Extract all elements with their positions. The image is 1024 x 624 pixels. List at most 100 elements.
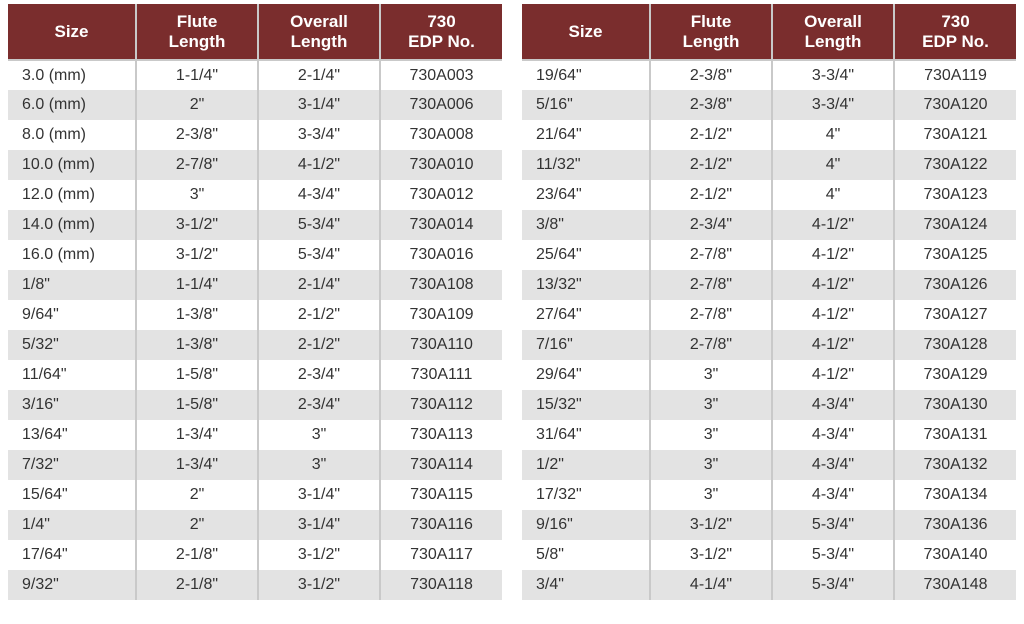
table-row: 17/32"3"4-3/4"730A134 xyxy=(522,480,1016,510)
flute-cell: 3-1/2" xyxy=(136,240,258,270)
table-row: 11/32"2-1/2"4"730A122 xyxy=(522,150,1016,180)
table-row: 1/8"1-1/4"2-1/4"730A108 xyxy=(8,270,502,300)
size-cell: 13/32" xyxy=(522,270,650,300)
edp-cell: 730A116 xyxy=(380,510,502,540)
size-cell: 5/8" xyxy=(522,540,650,570)
size-cell: 25/64" xyxy=(522,240,650,270)
table-row: 5/32"1-3/8"2-1/2"730A110 xyxy=(8,330,502,360)
flute-cell: 2-1/8" xyxy=(136,540,258,570)
edp-cell: 730A110 xyxy=(380,330,502,360)
edp-cell: 730A117 xyxy=(380,540,502,570)
overall-cell: 4-1/2" xyxy=(772,240,894,270)
table-row: 1/2"3"4-3/4"730A132 xyxy=(522,450,1016,480)
flute-cell: 2" xyxy=(136,480,258,510)
table-row: 9/32"2-1/8"3-1/2"730A118 xyxy=(8,570,502,600)
header-row: Size Flute Length Overall Length 730 EDP… xyxy=(8,4,502,60)
flute-cell: 2-3/8" xyxy=(650,90,772,120)
flute-cell: 2-7/8" xyxy=(650,270,772,300)
flute-cell: 2-7/8" xyxy=(650,330,772,360)
edp-cell: 730A126 xyxy=(894,270,1016,300)
edp-cell: 730A114 xyxy=(380,450,502,480)
overall-cell: 3-3/4" xyxy=(772,90,894,120)
edp-cell: 730A124 xyxy=(894,210,1016,240)
overall-cell: 4-3/4" xyxy=(772,390,894,420)
size-cell: 6.0 (mm) xyxy=(8,90,136,120)
size-cell: 3.0 (mm) xyxy=(8,60,136,90)
table-row: 29/64"3"4-1/2"730A129 xyxy=(522,360,1016,390)
overall-cell: 4-1/2" xyxy=(772,330,894,360)
flute-cell: 2-1/2" xyxy=(650,180,772,210)
size-cell: 14.0 (mm) xyxy=(8,210,136,240)
table-row: 19/64"2-3/8"3-3/4"730A119 xyxy=(522,60,1016,90)
table-row: 14.0 (mm)3-1/2"5-3/4"730A014 xyxy=(8,210,502,240)
size-cell: 21/64" xyxy=(522,120,650,150)
col-overall-header: Overall Length xyxy=(772,4,894,60)
edp-cell: 730A118 xyxy=(380,570,502,600)
col-edp-header: 730 EDP No. xyxy=(894,4,1016,60)
overall-cell: 4-3/4" xyxy=(772,450,894,480)
overall-cell: 3-1/4" xyxy=(258,510,380,540)
flute-cell: 2-3/8" xyxy=(136,120,258,150)
flute-cell: 3" xyxy=(650,450,772,480)
flute-cell: 3" xyxy=(650,480,772,510)
table-row: 3/4"4-1/4"5-3/4"730A148 xyxy=(522,570,1016,600)
flute-cell: 1-1/4" xyxy=(136,270,258,300)
edp-cell: 730A109 xyxy=(380,300,502,330)
overall-cell: 3-3/4" xyxy=(772,60,894,90)
size-cell: 7/16" xyxy=(522,330,650,360)
size-cell: 17/64" xyxy=(8,540,136,570)
flute-cell: 2" xyxy=(136,90,258,120)
overall-cell: 2-1/2" xyxy=(258,330,380,360)
size-cell: 3/4" xyxy=(522,570,650,600)
col-overall-header: Overall Length xyxy=(258,4,380,60)
size-cell: 23/64" xyxy=(522,180,650,210)
edp-cell: 730A130 xyxy=(894,390,1016,420)
size-cell: 31/64" xyxy=(522,420,650,450)
edp-cell: 730A111 xyxy=(380,360,502,390)
table-row: 31/64"3"4-3/4"730A131 xyxy=(522,420,1016,450)
flute-cell: 3" xyxy=(650,390,772,420)
size-cell: 3/16" xyxy=(8,390,136,420)
table-row: 21/64"2-1/2"4"730A121 xyxy=(522,120,1016,150)
edp-cell: 730A119 xyxy=(894,60,1016,90)
edp-cell: 730A108 xyxy=(380,270,502,300)
size-cell: 16.0 (mm) xyxy=(8,240,136,270)
overall-cell: 2-1/2" xyxy=(258,300,380,330)
edp-cell: 730A136 xyxy=(894,510,1016,540)
overall-cell: 3-1/4" xyxy=(258,90,380,120)
overall-cell: 5-3/4" xyxy=(772,510,894,540)
table-row: 23/64"2-1/2"4"730A123 xyxy=(522,180,1016,210)
overall-cell: 3-1/4" xyxy=(258,480,380,510)
table-row: 1/4"2"3-1/4"730A116 xyxy=(8,510,502,540)
size-cell: 11/64" xyxy=(8,360,136,390)
edp-cell: 730A003 xyxy=(380,60,502,90)
flute-cell: 4-1/4" xyxy=(650,570,772,600)
overall-cell: 4-3/4" xyxy=(258,180,380,210)
edp-cell: 730A014 xyxy=(380,210,502,240)
size-cell: 7/32" xyxy=(8,450,136,480)
flute-cell: 1-5/8" xyxy=(136,390,258,420)
table-row: 5/16"2-3/8"3-3/4"730A120 xyxy=(522,90,1016,120)
overall-cell: 4-3/4" xyxy=(772,420,894,450)
edp-cell: 730A010 xyxy=(380,150,502,180)
table-row: 3/16"1-5/8"2-3/4"730A112 xyxy=(8,390,502,420)
header-row: Size Flute Length Overall Length 730 EDP… xyxy=(522,4,1016,60)
tables-wrap: Size Flute Length Overall Length 730 EDP… xyxy=(8,4,1016,600)
col-size-header: Size xyxy=(8,4,136,60)
edp-cell: 730A006 xyxy=(380,90,502,120)
table-row: 27/64"2-7/8"4-1/2"730A127 xyxy=(522,300,1016,330)
size-cell: 9/32" xyxy=(8,570,136,600)
spec-table-left: Size Flute Length Overall Length 730 EDP… xyxy=(8,4,502,600)
table-row: 9/64"1-3/8"2-1/2"730A109 xyxy=(8,300,502,330)
col-size-header: Size xyxy=(522,4,650,60)
table-row: 15/64"2"3-1/4"730A115 xyxy=(8,480,502,510)
size-cell: 10.0 (mm) xyxy=(8,150,136,180)
overall-cell: 5-3/4" xyxy=(258,210,380,240)
edp-cell: 730A008 xyxy=(380,120,502,150)
col-flute-header: Flute Length xyxy=(136,4,258,60)
size-cell: 15/64" xyxy=(8,480,136,510)
size-cell: 29/64" xyxy=(522,360,650,390)
table-row: 9/16"3-1/2"5-3/4"730A136 xyxy=(522,510,1016,540)
edp-cell: 730A123 xyxy=(894,180,1016,210)
table-row: 3.0 (mm)1-1/4"2-1/4"730A003 xyxy=(8,60,502,90)
